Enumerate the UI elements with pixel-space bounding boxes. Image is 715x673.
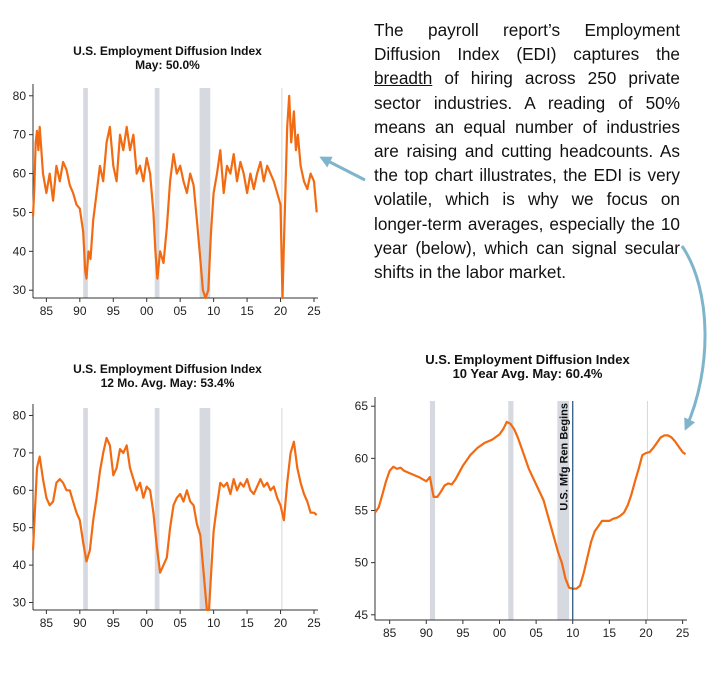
x-tick-label: 00 [493, 626, 507, 640]
x-tick-label: 05 [174, 304, 188, 318]
arrow-to-top-chart [319, 156, 366, 182]
series-line [31, 436, 318, 612]
x-tick-label: 25 [676, 626, 690, 640]
x-tick-label: 00 [140, 304, 154, 318]
y-tick-label: 80 [13, 89, 27, 103]
y-tick-label: 80 [13, 408, 27, 422]
recession-band [154, 88, 160, 298]
chart-title-line2: 12 Mo. Avg. May: 53.4% [100, 376, 235, 390]
x-tick-label: 15 [240, 304, 254, 318]
x-tick-label: 90 [73, 616, 87, 630]
x-tick-label: 25 [307, 616, 321, 630]
chart-plot: 30 40 50 60 70 80 85 90 95 00 05 10 15 20 25 [13, 84, 321, 318]
x-tick-label: 95 [456, 626, 470, 640]
x-tick-label: 05 [174, 616, 188, 630]
y-tick-label: 60 [13, 483, 27, 497]
explanatory-note: The payroll report’s Employment Diffusio… [374, 18, 680, 284]
y-tick-label: 65 [355, 399, 369, 413]
annotation-label: U.S. Mfg Ren Begins [559, 403, 571, 511]
recession-band [83, 408, 88, 610]
y-tick-label: 60 [355, 451, 369, 465]
y-tick-label: 30 [13, 596, 27, 610]
chart-title: U.S. Employment Diffusion Index May: 50.… [5, 44, 330, 72]
chart-title-line2: May: 50.0% [135, 58, 200, 72]
recession-band [429, 401, 436, 620]
x-tick-label: 95 [107, 616, 121, 630]
x-tick-label: 90 [73, 304, 87, 318]
recession-band [508, 401, 514, 620]
y-tick-label: 50 [13, 205, 27, 219]
chart-title-line1: U.S. Employment Diffusion Index [73, 362, 262, 376]
y-tick-label: 45 [355, 608, 369, 622]
chart-plot: 30 40 50 60 70 80 85 90 95 00 05 10 15 20 25 [13, 404, 321, 630]
chart-title-line1: U.S. Employment Diffusion Index [73, 44, 262, 58]
recession-band [83, 88, 88, 298]
chart-12mo-avg: U.S. Employment Diffusion Index 12 Mo. A… [0, 362, 330, 642]
y-tick-label: 70 [13, 446, 27, 460]
x-tick-label: 85 [40, 304, 54, 318]
y-tick-label: 55 [355, 504, 369, 518]
x-tick-label: 15 [603, 626, 617, 640]
x-tick-label: 20 [274, 304, 288, 318]
x-tick-label: 20 [274, 616, 288, 630]
y-tick-label: 60 [13, 167, 27, 181]
x-tick-label: 25 [307, 304, 321, 318]
chart-title: U.S. Employment Diffusion Index 10 Year … [340, 353, 715, 381]
x-tick-label: 20 [639, 626, 653, 640]
arrow-to-10yr-chart [680, 245, 707, 431]
note-text-part2: of hiring across 250 private sector indu… [374, 68, 680, 283]
x-tick-label: 85 [40, 616, 54, 630]
y-tick-label: 70 [13, 128, 27, 142]
x-tick-label: 85 [383, 626, 397, 640]
x-tick-label: 10 [207, 616, 221, 630]
y-tick-label: 40 [13, 558, 27, 572]
chart-title-line1: U.S. Employment Diffusion Index [425, 352, 630, 367]
chart-monthly: U.S. Employment Diffusion Index May: 50.… [0, 44, 330, 318]
y-tick-label: 50 [355, 556, 369, 570]
x-tick-label: 90 [420, 626, 434, 640]
x-tick-label: 10 [566, 626, 580, 640]
chart-10yr-avg: U.S. Employment Diffusion Index 10 Year … [340, 353, 715, 653]
note-text-part1: The payroll report’s Employment Diffusio… [374, 20, 680, 65]
note-underlined-word: breadth [374, 68, 433, 89]
x-tick-label: 00 [140, 616, 154, 630]
chart-title-line2: 10 Year Avg. May: 60.4% [452, 366, 603, 381]
recession-band [199, 408, 211, 610]
y-tick-label: 30 [13, 283, 27, 297]
chart-plot: 45 50 55 60 65 85 90 95 00 05 10 15 20 25 U.S. Mfg Ren… [355, 397, 690, 640]
x-tick-label: 95 [107, 304, 121, 318]
y-tick-label: 40 [13, 244, 27, 258]
x-tick-label: 15 [240, 616, 254, 630]
x-tick-label: 10 [207, 304, 221, 318]
series-line [374, 420, 687, 590]
recession-band [154, 408, 160, 610]
y-tick-label: 50 [13, 521, 27, 535]
recession-band [199, 88, 211, 298]
chart-title: U.S. Employment Diffusion Index 12 Mo. A… [5, 362, 330, 390]
series-line [31, 94, 318, 300]
x-tick-label: 05 [529, 626, 543, 640]
recession-band [557, 401, 570, 620]
